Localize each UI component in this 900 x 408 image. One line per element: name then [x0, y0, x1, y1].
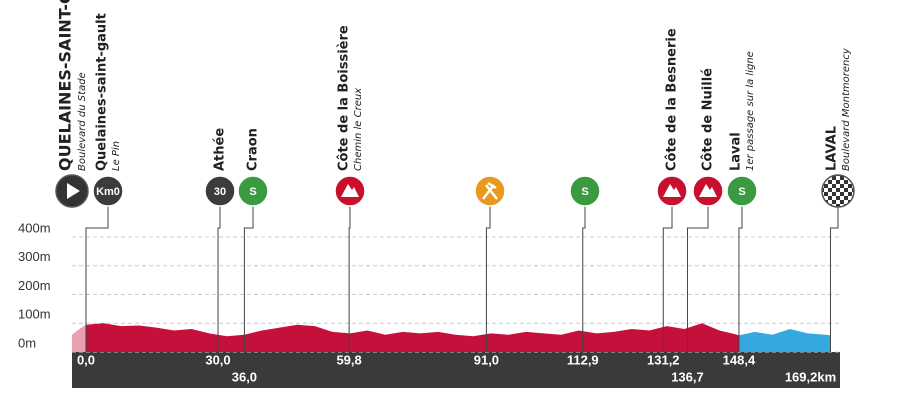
waypoint-name: LAVAL	[825, 126, 840, 171]
km-label: 148,4	[723, 352, 756, 367]
waypoint-note: Boulevard du Stade	[77, 72, 88, 171]
km-label: 36,0	[232, 369, 257, 384]
km-label: 91,0	[474, 352, 499, 367]
waypoint-note: Le Pin	[111, 141, 122, 171]
km-label: 59,8	[336, 352, 361, 367]
waypoint-note: 1er passage sur la ligne	[745, 51, 756, 171]
km-label: 136,7	[671, 369, 704, 384]
km-label: 30,0	[205, 352, 230, 367]
y-tick-label: 100m	[18, 307, 51, 322]
waypoint-icon	[569, 175, 601, 207]
waypoint-name: Craon	[246, 128, 261, 171]
icon-label: S	[249, 186, 256, 198]
feed-symbol	[482, 181, 498, 200]
icon-label: S	[738, 186, 745, 198]
marker-line	[85, 206, 109, 352]
waypoint-icon	[92, 175, 124, 207]
icon-label: S	[581, 186, 588, 198]
elevation-area	[86, 323, 739, 352]
km-strip	[72, 352, 840, 388]
waypoint-icon	[237, 175, 269, 207]
icon-label: Km0	[96, 186, 120, 198]
waypoint-name: Laval	[729, 132, 744, 171]
waypoint-icon	[726, 175, 758, 207]
waypoint-name: Côte de la Besnerie	[665, 28, 680, 171]
waypoint-icon	[821, 174, 855, 208]
waypoint-icon	[204, 175, 236, 207]
marker-line	[348, 206, 351, 352]
waypoint-note: Chemin le Creux	[353, 88, 364, 171]
y-tick-label: 200m	[18, 278, 51, 293]
y-tick-label: 400m	[18, 220, 51, 235]
climb-symbol	[341, 184, 359, 197]
icon-label: 30	[214, 186, 226, 198]
climb-symbol	[663, 184, 681, 197]
marker-line	[738, 206, 743, 352]
waypoint-name: Côte de Nuillé	[701, 68, 716, 171]
km-label: 131,2	[647, 352, 680, 367]
waypoint-name: Côte de la Boissière	[337, 25, 352, 171]
waypoint-name: QUELAINES-SAINT-GAULT	[56, 0, 75, 171]
marker-line	[582, 206, 586, 352]
elevation-area	[71, 324, 86, 352]
y-tick-label: 0m	[18, 335, 36, 350]
marker-line	[686, 206, 709, 352]
marker-line	[485, 206, 491, 352]
marker-line	[829, 206, 839, 352]
marker-line	[662, 206, 673, 352]
km-label: 0,0	[77, 352, 95, 367]
start-symbol	[67, 183, 80, 199]
y-tick-label: 300m	[18, 249, 51, 264]
km-label: 169,2km	[785, 369, 836, 384]
marker-line	[243, 206, 254, 352]
elevation-area	[738, 329, 831, 352]
marker-line	[217, 206, 221, 352]
waypoint-name: Athée	[213, 128, 228, 171]
climb-symbol	[699, 184, 717, 197]
waypoint-name: Quelaines-saint-gault	[95, 13, 110, 171]
waypoint-note: Boulevard Montmorency	[841, 47, 852, 171]
km-label: 112,9	[567, 352, 599, 367]
